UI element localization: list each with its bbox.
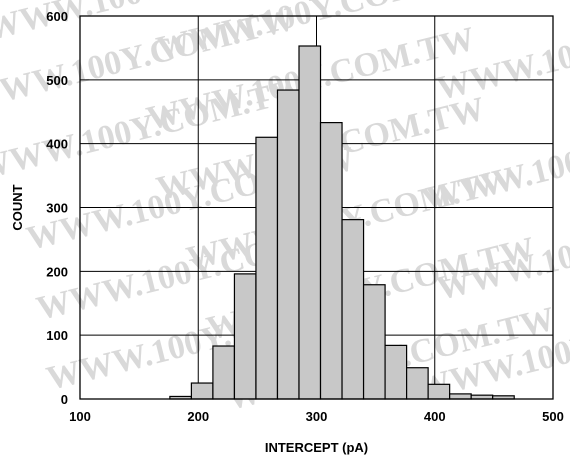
histogram-bar bbox=[319, 122, 343, 400]
histogram-bar bbox=[362, 284, 386, 400]
x-tick-label: 200 bbox=[187, 409, 209, 424]
histogram-bar bbox=[212, 345, 236, 400]
y-tick-label: 600 bbox=[46, 9, 68, 24]
x-tick-label: 500 bbox=[542, 409, 564, 424]
histogram-bar bbox=[298, 45, 322, 400]
histogram-bar bbox=[449, 393, 472, 400]
histogram-bar bbox=[384, 344, 408, 400]
y-tick-label: 100 bbox=[46, 328, 68, 343]
histogram-bar bbox=[255, 136, 279, 400]
x-tick-label: 400 bbox=[424, 409, 446, 424]
y-tick-label: 0 bbox=[61, 392, 68, 407]
y-tick-label: 200 bbox=[46, 264, 68, 279]
histogram-bar bbox=[406, 367, 429, 400]
y-tick-label: 300 bbox=[46, 201, 68, 216]
histogram-bar bbox=[341, 219, 365, 400]
x-tick-label: 300 bbox=[306, 409, 328, 424]
histogram-bar bbox=[427, 383, 451, 400]
y-tick-label: 400 bbox=[46, 137, 68, 152]
histogram-bar bbox=[190, 382, 214, 400]
y-axis-title: COUNT bbox=[10, 184, 25, 230]
plot-frame bbox=[79, 15, 554, 400]
x-axis-title: INTERCEPT (pA) bbox=[265, 440, 368, 455]
histogram-bar bbox=[276, 89, 300, 400]
x-tick-label: 100 bbox=[69, 409, 91, 424]
histogram-bar bbox=[233, 273, 257, 400]
y-tick-label: 500 bbox=[46, 73, 68, 88]
bars bbox=[169, 45, 515, 400]
